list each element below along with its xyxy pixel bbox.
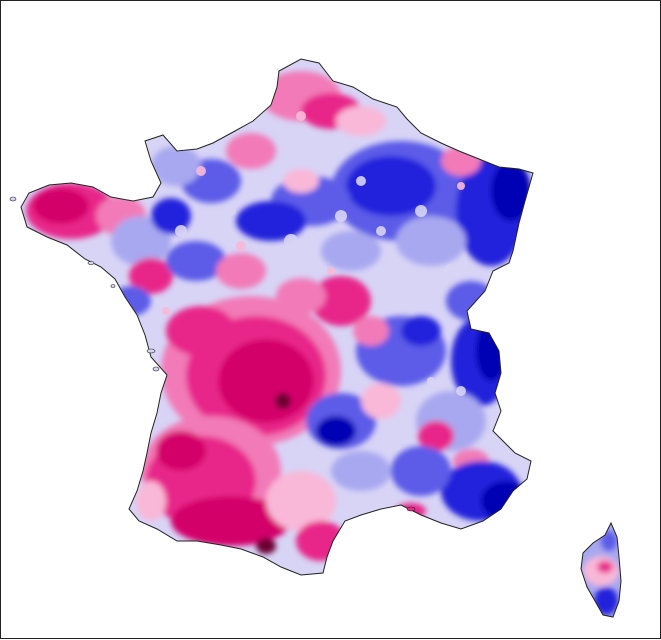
atlantic-islands — [9, 196, 416, 512]
corsica — [581, 523, 621, 617]
